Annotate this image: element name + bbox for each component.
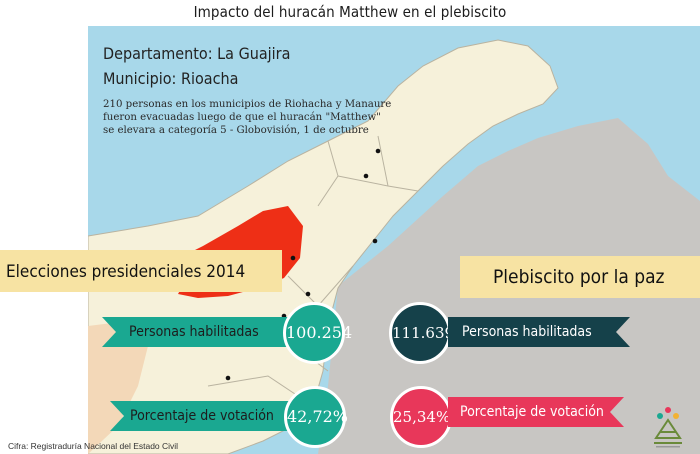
plebiscite-eligible-value: 111.639 [389,302,454,364]
map-marker-dot [372,238,378,244]
map-marker-dot [225,375,231,381]
note-line: fueron evacuadas luego de que el huracán… [103,112,381,123]
elections-eligible-value: 100.254 [283,302,352,364]
elections-eligible-pill: Personas habilitadas [102,317,302,347]
plebiscite-turnout-pill: Porcentaje de votación [448,397,624,427]
plebiscite-heading: Plebiscito por la paz [493,266,665,288]
source-credit: Cifra: Registraduría Nacional del Estado… [8,441,179,451]
note-line: se elevara a categoría 5 - Globovisión, … [103,125,369,136]
department-label: Departamento: La Guajira [103,44,291,63]
note-line: 210 personas en los municipios de Riohac… [103,99,392,110]
elections-2014-heading: Elecciones presidenciales 2014 [6,262,246,282]
elections-turnout-pill: Porcentaje de votación [110,401,305,431]
map [88,26,700,454]
evacuation-note: 210 personas en los municipios de Riohac… [103,98,403,137]
map-marker-dot [363,173,369,179]
map-marker-dot [305,291,311,297]
elections-turnout-value: 42,72% [284,386,348,448]
map-svg [88,26,700,454]
plebiscite-turnout-value: 25,34% [390,386,452,448]
page-title: Impacto del huracán Matthew en el plebis… [193,3,507,21]
municipality-label: Municipio: Rioacha [103,69,239,88]
map-marker-dot [290,255,296,261]
neighbor-department [88,321,148,454]
logo-seal [648,402,688,450]
elections-2014-band [0,250,282,292]
plebiscite-eligible-pill: Personas habilitadas [448,317,630,347]
map-marker-dot [375,148,381,154]
logo-seal-icon [654,407,682,448]
plebiscite-band [460,256,700,298]
